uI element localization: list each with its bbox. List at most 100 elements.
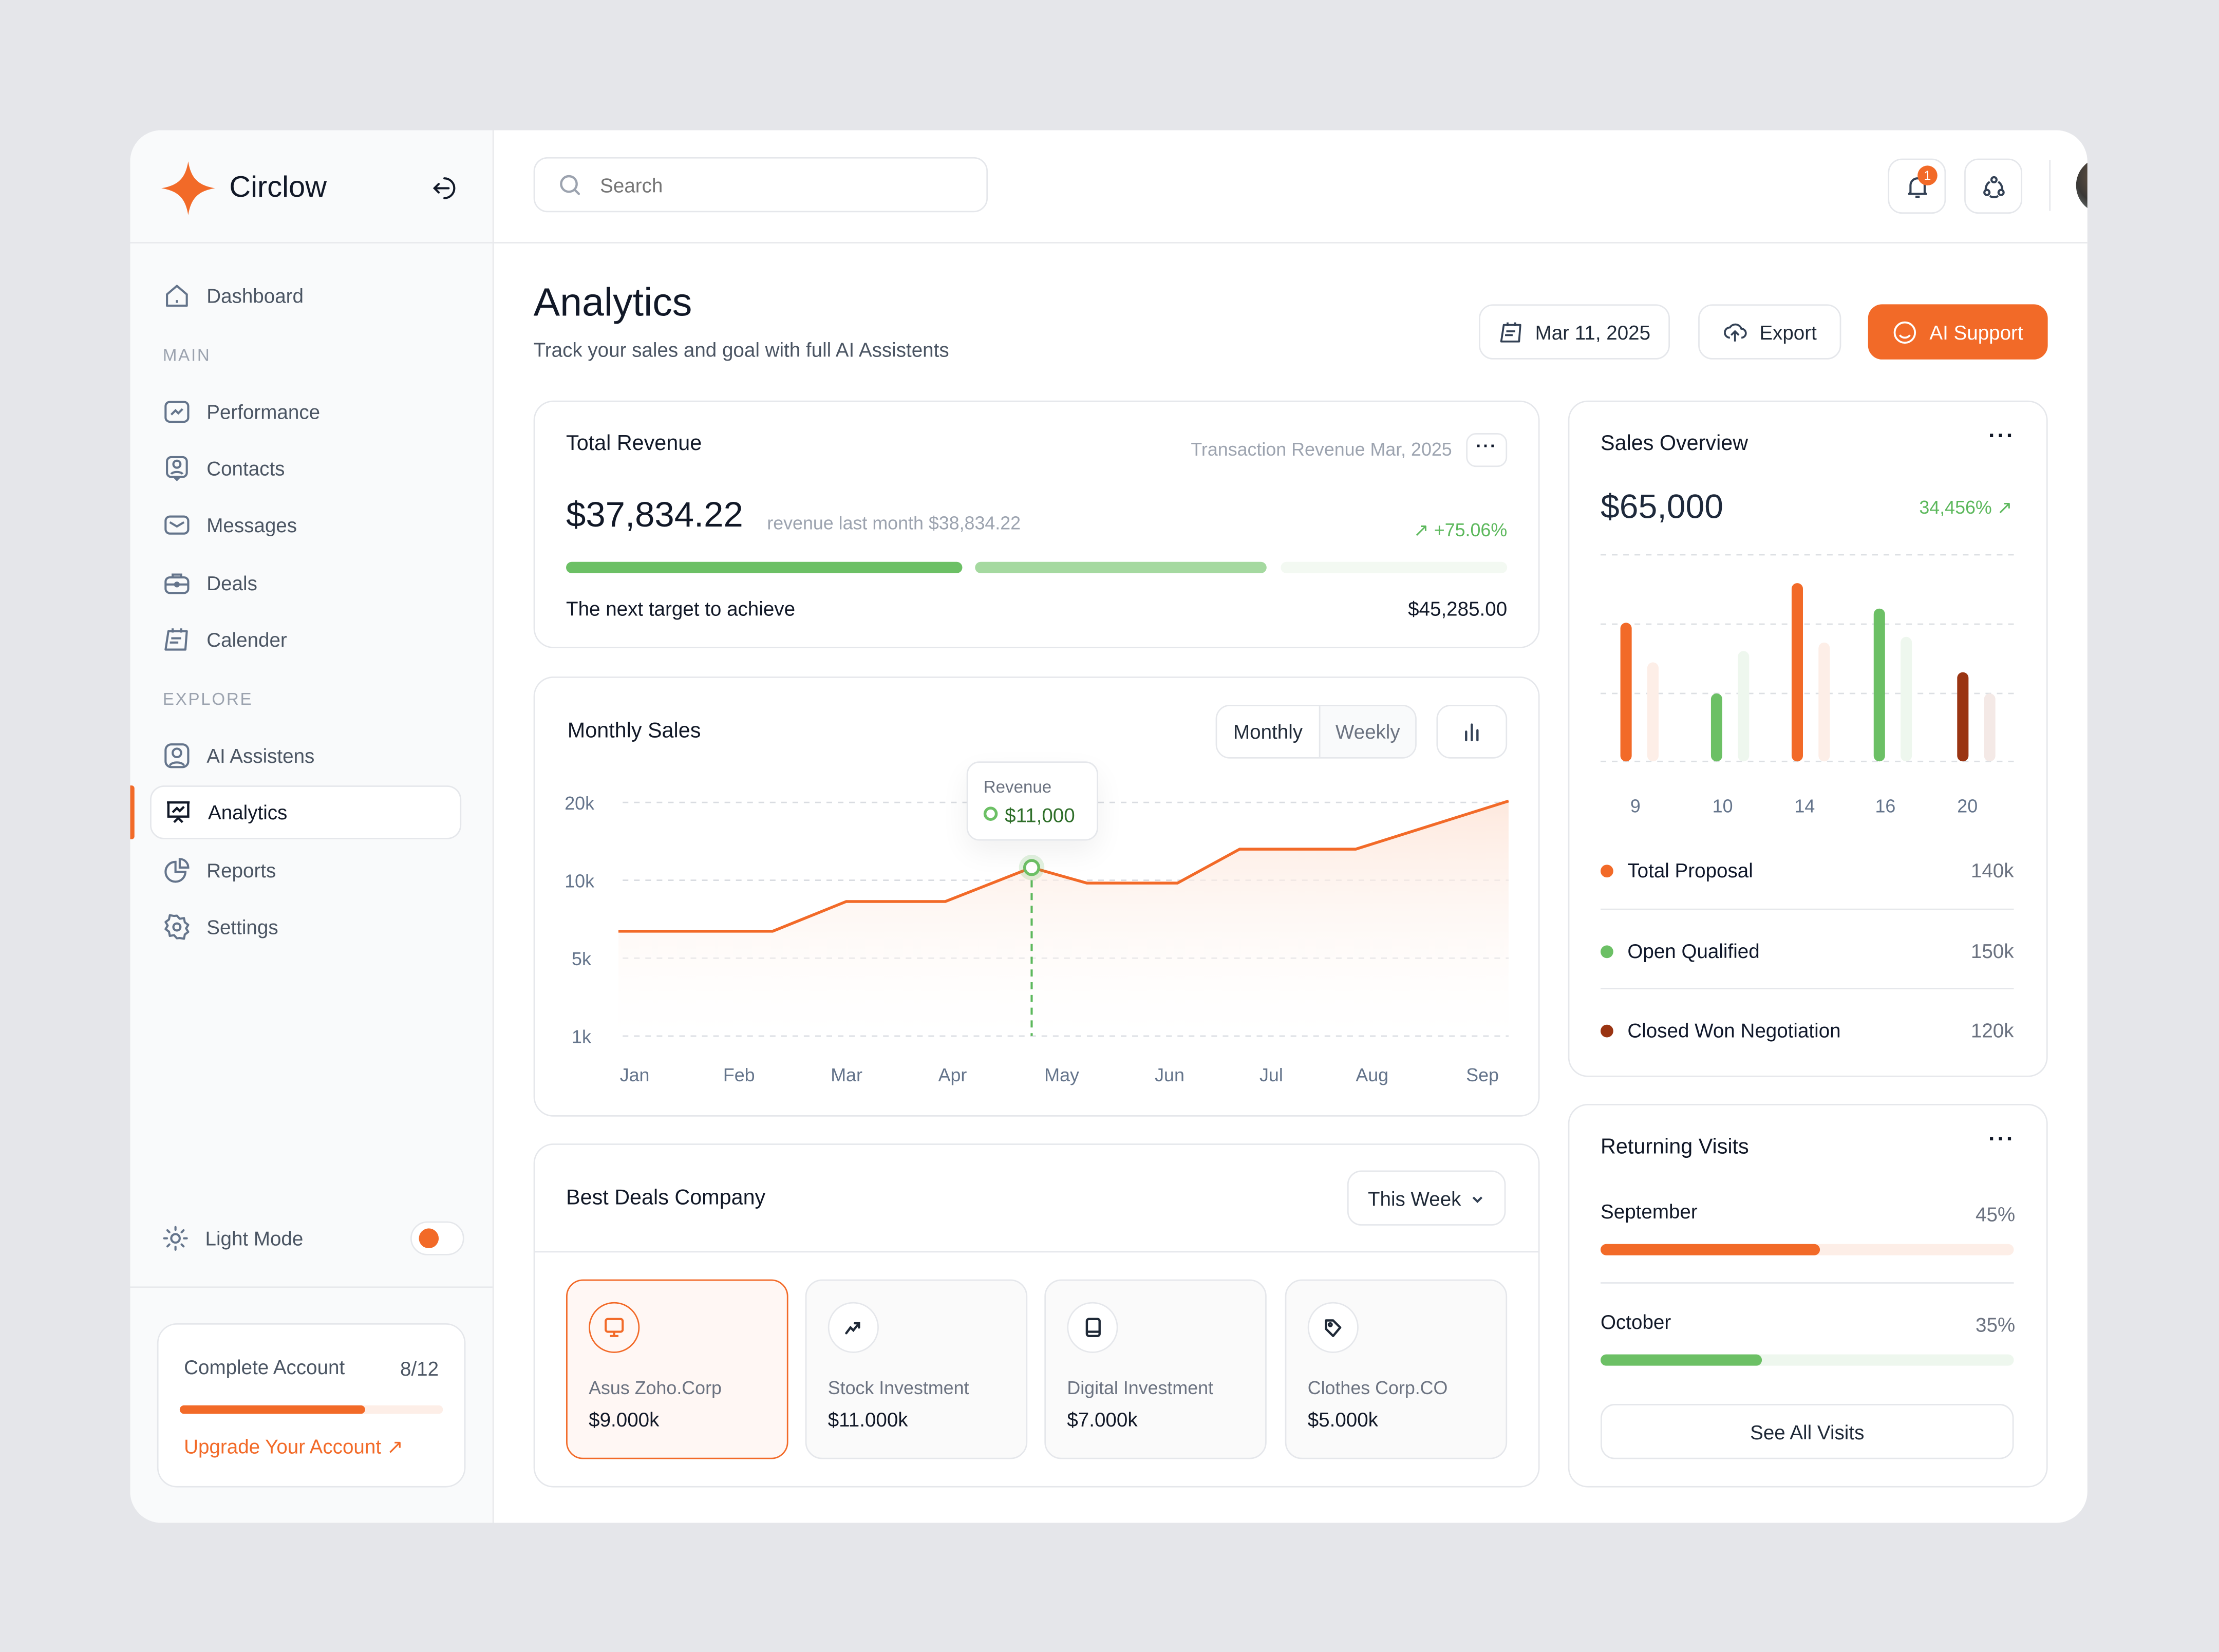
legend-divider	[1601, 988, 2014, 989]
card-title: Total Revenue	[566, 431, 702, 456]
svg-text:1k: 1k	[572, 1027, 591, 1047]
sidebar-item-ai-assistens[interactable]: AI Assistens	[150, 730, 459, 781]
cloud-upload-icon	[1724, 323, 1747, 341]
see-all-visits-button[interactable]: See All Visits	[1601, 1404, 2014, 1459]
deal-value: $9.000k	[589, 1408, 660, 1431]
returning-visits-card: Returning Visits ··· September 45% Octob…	[1568, 1103, 2048, 1488]
ai-support-label: AI Support	[1929, 321, 2023, 344]
target-label: The next target to achieve	[566, 597, 796, 620]
light-mode-row: Light Mode	[150, 1217, 470, 1260]
visit-progress-fill	[1601, 1244, 1820, 1255]
legend-divider	[1601, 908, 2014, 910]
monthly-sales-chart: 20k 10k 5k 1k Jan Feb Mar Apr May Jun Jul Aug Sep	[565, 793, 1509, 1085]
sidebar-item-dashboard[interactable]: Dashboard	[150, 270, 459, 321]
svg-text:10: 10	[1713, 796, 1733, 816]
period-dropdown-label: This Week	[1367, 1187, 1461, 1210]
sidebar-item-performance[interactable]: Performance	[150, 386, 459, 437]
sidebar-item-label: Deals	[206, 572, 257, 595]
more-dots-icon: ···	[1476, 436, 1497, 456]
chevron-down-icon	[1473, 1195, 1483, 1203]
avatar[interactable]	[2076, 157, 2088, 214]
sidebar-item-settings[interactable]: Settings	[150, 902, 459, 952]
legend-closed-won: Closed Won Negotiation 120k	[1601, 1015, 2014, 1046]
visit-month: October	[1601, 1310, 1671, 1334]
notifications-button[interactable]: 1	[1888, 158, 1946, 214]
search-box[interactable]	[533, 157, 988, 213]
sidebar-item-label: Performance	[206, 400, 321, 423]
main-content: 1 Analytics Track your sales and goal wi…	[494, 130, 2088, 1523]
chart-type-button[interactable]	[1436, 705, 1508, 759]
legend-value: 120k	[1970, 1019, 2014, 1042]
deal-card-clothes-corp[interactable]: Clothes Corp.CO $5.000k	[1285, 1279, 1508, 1459]
search-input[interactable]	[597, 172, 957, 198]
visit-percent: 45%	[1976, 1203, 2016, 1226]
svg-text:Apr: Apr	[938, 1065, 967, 1085]
tab-monthly[interactable]: Monthly	[1217, 706, 1321, 757]
sidebar-item-calender[interactable]: Calender	[150, 614, 459, 665]
calendar-icon	[1500, 322, 1521, 342]
sidebar-item-label: Reports	[206, 859, 276, 882]
svg-text:20k: 20k	[565, 793, 594, 814]
revenue-amount: $37,834.22	[566, 495, 743, 535]
legend-value: 140k	[1970, 859, 2014, 882]
total-revenue-card: Total Revenue Transaction Revenue Mar, 2…	[533, 400, 1540, 648]
sales-change: 34,456% ↗	[1919, 497, 2013, 518]
card-title: Monthly Sales	[567, 719, 701, 743]
svg-text:Sep: Sep	[1466, 1065, 1499, 1085]
search-icon	[558, 172, 584, 198]
community-button[interactable]	[1964, 158, 2023, 214]
deal-card-digital-investment[interactable]: Digital Investment $7.000k	[1044, 1279, 1267, 1459]
ai-support-button[interactable]: AI Support	[1868, 304, 2048, 360]
bar-chart-icon	[1465, 723, 1479, 742]
revenue-progress-segment-3	[1281, 561, 1508, 573]
export-button[interactable]: Export	[1698, 304, 1841, 360]
performance-icon	[163, 398, 191, 426]
chart-tooltip: Revenue $11,000	[966, 761, 1098, 841]
more-options-button[interactable]: ···	[1466, 433, 1508, 467]
period-dropdown[interactable]: This Week	[1347, 1170, 1506, 1226]
sidebar-item-messages[interactable]: Messages	[150, 500, 459, 551]
sidebar-item-deals[interactable]: Deals	[150, 558, 459, 609]
revenue-last-month: revenue last month $38,834.22	[767, 512, 1021, 534]
svg-text:5k: 5k	[572, 949, 591, 969]
sidebar-item-analytics[interactable]: Analytics	[150, 785, 462, 839]
section-label-explore: EXPLORE	[162, 689, 253, 709]
deal-name: Clothes Corp.CO	[1307, 1377, 1448, 1399]
ai-support-icon	[1894, 321, 1917, 343]
date-label: Mar 11, 2025	[1535, 321, 1651, 344]
light-mode-toggle[interactable]	[410, 1221, 464, 1255]
card-title: Best Deals Company	[566, 1186, 766, 1210]
tooltip-dot	[983, 806, 998, 821]
deal-value: $5.000k	[1307, 1408, 1378, 1431]
date-picker-button[interactable]: Mar 11, 2025	[1479, 304, 1670, 360]
visit-month: September	[1601, 1200, 1698, 1223]
sidebar-item-reports[interactable]: Reports	[150, 845, 459, 896]
upgrade-account-link[interactable]: Upgrade Your Account ↗	[184, 1435, 404, 1458]
svg-text:May: May	[1044, 1065, 1079, 1085]
briefcase-icon	[163, 569, 191, 597]
tablet-icon	[1067, 1302, 1118, 1353]
svg-text:10k: 10k	[565, 871, 594, 891]
card-divider	[535, 1251, 1538, 1253]
section-label-main: MAIN	[162, 345, 211, 365]
deal-card-stock-investment[interactable]: Stock Investment $11.000k	[805, 1279, 1028, 1459]
sidebar-item-label: Analytics	[208, 801, 288, 824]
more-options-icon[interactable]: ···	[1988, 424, 2016, 449]
svg-text:9: 9	[1630, 796, 1641, 816]
home-icon	[163, 281, 191, 310]
sidebar-item-contacts[interactable]: Contacts	[150, 443, 459, 494]
presentation-chart-icon	[164, 798, 193, 827]
sidebar-item-label: Dashboard	[206, 284, 304, 307]
deal-card-asus-zoho[interactable]: Asus Zoho.Corp $9.000k	[566, 1279, 788, 1459]
transaction-caption: Transaction Revenue Mar, 2025	[1191, 439, 1452, 460]
tag-icon	[1307, 1302, 1359, 1353]
tab-weekly[interactable]: Weekly	[1320, 706, 1416, 757]
sidebar: Circlow Dashboard MAIN Performance Conta…	[130, 130, 494, 1523]
community-icon	[1982, 175, 2004, 198]
revenue-progress-segment-2	[975, 561, 1267, 573]
complete-account-progress: 8/12	[400, 1357, 439, 1380]
more-options-icon[interactable]: ···	[1988, 1128, 2016, 1152]
user-badge-icon	[163, 742, 191, 770]
collapse-sidebar-icon[interactable]	[430, 174, 459, 202]
messages-icon	[163, 511, 191, 539]
